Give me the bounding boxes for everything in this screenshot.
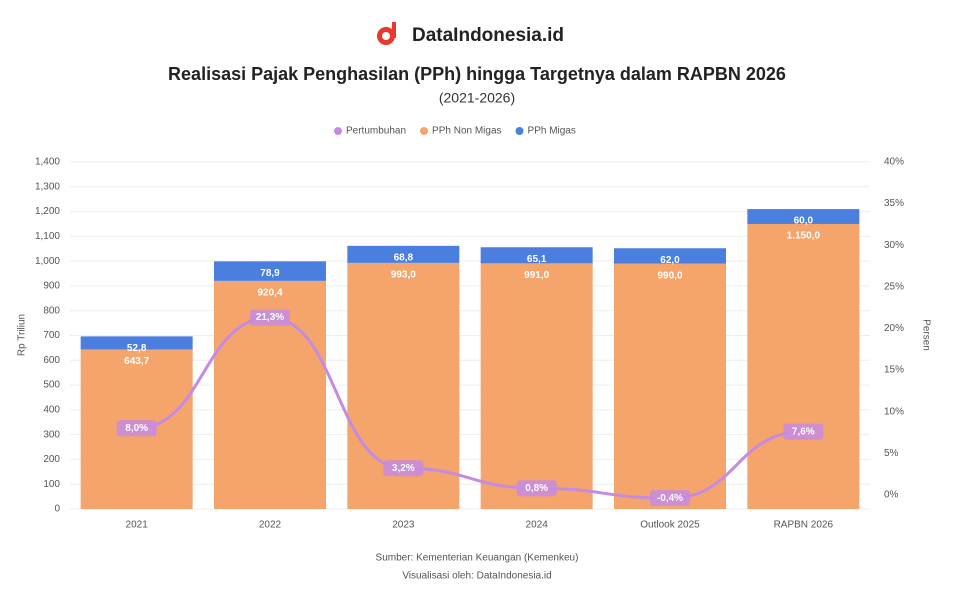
source: Sumber: Kementerian Keuangan (Kemenkeu): [376, 553, 579, 564]
legend-label: PPh Non Migas: [432, 126, 501, 137]
logo: [377, 22, 396, 45]
line-value-label: 0,8%: [525, 483, 548, 494]
bar-segment: [747, 223, 860, 509]
y-tick-label: 1,200: [35, 206, 60, 217]
bar-value-label: 65,1: [527, 254, 547, 265]
y-tick-label: 600: [43, 355, 60, 366]
bar-value-label: 991,0: [524, 270, 549, 281]
line-label-bg: [516, 480, 557, 497]
y-tick-label: 0: [54, 504, 60, 515]
line-value-label: 3,2%: [392, 463, 415, 474]
bar-value-label: 62,0: [660, 255, 680, 266]
line-value-label: 7,6%: [792, 426, 815, 437]
line-value-label: 21,3%: [256, 312, 284, 323]
y-tick-label: 200: [43, 454, 60, 465]
bar-value-label: 52,8: [127, 343, 147, 354]
x-tick-label: Outlook 2025: [640, 520, 700, 531]
legend-swatch: [515, 127, 524, 135]
bar-value-label: 78,9: [260, 268, 280, 279]
bar-value-label: 990,0: [657, 270, 682, 281]
bar-segment: [747, 209, 860, 224]
y2-tick-label: 35%: [884, 198, 904, 209]
y2-tick-label: 40%: [884, 157, 904, 168]
bar-segment: [347, 245, 460, 263]
y2-tick-label: 25%: [884, 281, 904, 292]
bar-value-label: 60,0: [794, 216, 814, 227]
line-label-bg: [383, 460, 424, 477]
y2-tick-label: 30%: [884, 240, 904, 251]
y-tick-label: 100: [43, 479, 60, 490]
chart-subtitle: (2021-2026): [439, 90, 515, 106]
bar-value-label: 920,4: [257, 288, 282, 299]
bar-segment: [614, 263, 726, 509]
credit: Visualisasi oleh: DataIndonesia.id: [402, 571, 551, 582]
bar-value-label: 643,7: [124, 356, 149, 367]
bar-segment: [614, 248, 726, 264]
line-label-bg: [116, 420, 157, 437]
line-value-label: 8,0%: [125, 423, 148, 434]
y2-tick-label: 15%: [884, 365, 904, 376]
line-label-bg: [650, 490, 690, 507]
y-tick-label: 1,100: [35, 231, 60, 242]
bar-segment: [480, 247, 593, 264]
x-tick-label: 2024: [526, 520, 549, 531]
y-tick-label: 300: [43, 429, 60, 440]
y2-tick-label: 5%: [884, 448, 899, 459]
y-tick-label: 800: [43, 305, 60, 316]
chart-title: Realisasi Pajak Penghasilan (PPh) hingga…: [168, 64, 786, 84]
legend-label: PPh Migas: [528, 126, 576, 137]
y-tick-label: 1,000: [35, 256, 60, 267]
y-tick-label: 500: [43, 380, 60, 391]
y-tick-label: 1,400: [35, 157, 60, 168]
y2-tick-label: 10%: [884, 406, 904, 417]
y-tick-label: 700: [43, 330, 60, 341]
x-tick-label: 2022: [259, 520, 282, 531]
legend-swatch: [334, 127, 342, 135]
bar-value-label: 1.150,0: [787, 231, 821, 242]
bar-segment: [214, 261, 326, 281]
legend-swatch: [420, 127, 429, 135]
y2-tick-label: 20%: [884, 323, 904, 334]
y-tick-label: 900: [43, 281, 60, 292]
line-value-label: -0,4%: [657, 493, 683, 504]
x-tick-label: RAPBN 2026: [774, 520, 834, 531]
y-axis-label: Rp Triliun: [17, 314, 28, 356]
y2-tick-label: 0%: [884, 489, 899, 500]
y-tick-label: 1,300: [35, 181, 60, 192]
y2-axis-label: Persen: [920, 319, 931, 351]
growth-line: [136, 316, 804, 500]
legend-label: Pertumbuhan: [346, 126, 406, 137]
brand: DataIndonesia.id: [412, 25, 564, 46]
bar-value-label: 68,8: [394, 252, 414, 263]
line-label-bg: [783, 423, 824, 440]
y-tick-label: 400: [43, 404, 60, 415]
line-label-bg: [250, 309, 290, 326]
x-tick-label: 2023: [392, 520, 415, 531]
bar-segment: [480, 263, 593, 509]
x-tick-label: 2021: [126, 520, 149, 531]
bar-segment: [80, 336, 193, 350]
bar-value-label: 993,0: [391, 270, 416, 281]
